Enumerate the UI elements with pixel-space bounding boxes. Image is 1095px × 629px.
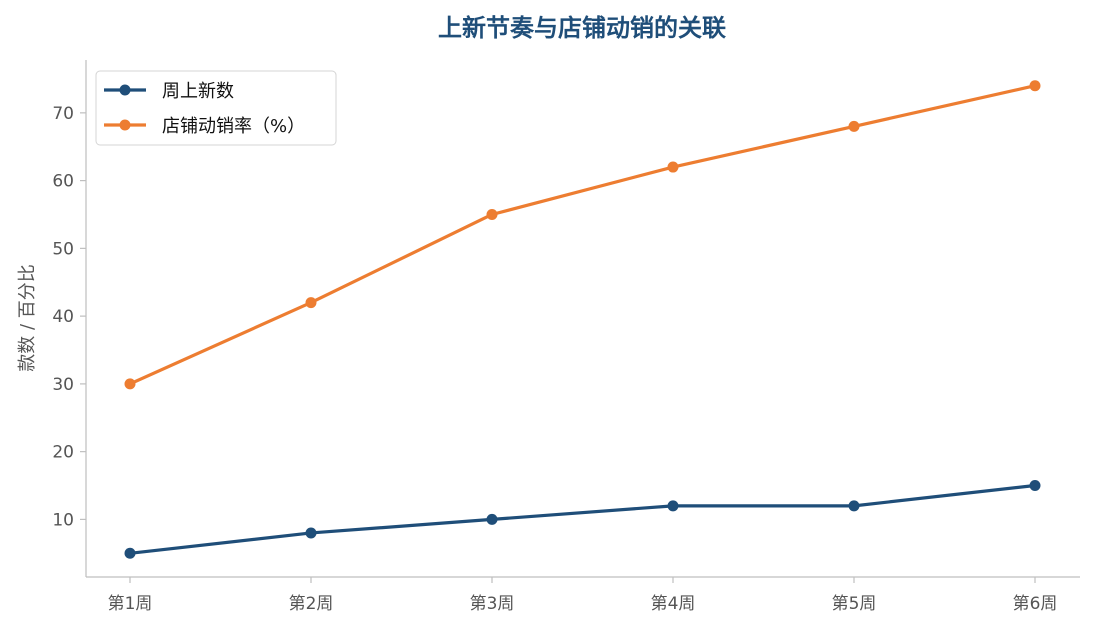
chart-title: 上新节奏与店铺动销的关联 (438, 14, 726, 42)
legend-swatch-marker (119, 84, 131, 96)
x-tick-label: 第6周 (1013, 594, 1058, 614)
data-point (848, 120, 860, 132)
y-tick-label: 30 (52, 375, 74, 395)
data-point (486, 208, 498, 220)
data-point (124, 378, 136, 390)
series-1 (124, 480, 1041, 559)
series-layer (124, 80, 1041, 559)
legend-box (95, 70, 337, 146)
x-tick-label: 第5周 (832, 594, 877, 614)
data-point (124, 547, 136, 559)
y-axis-label: 款数 / 百分比 (17, 264, 38, 372)
y-tick-label: 60 (52, 172, 74, 192)
y-tick-label: 10 (52, 510, 74, 530)
series-2 (124, 80, 1041, 390)
x-ticks: 第1周 第2周 第3周 第4周 第5周 第6周 (108, 577, 1058, 614)
legend-swatch-marker (119, 119, 131, 131)
x-tick-label: 第1周 (108, 594, 153, 614)
x-tick-label: 第4周 (651, 594, 696, 614)
data-point (1029, 480, 1041, 492)
data-point (305, 297, 317, 309)
data-point (486, 513, 498, 525)
legend-label: 周上新数 (162, 81, 234, 102)
x-tick-label: 第3周 (470, 594, 515, 614)
series-line (128, 84, 1037, 386)
y-ticks: 10 20 30 40 50 60 70 (52, 104, 86, 530)
data-point (848, 500, 860, 512)
y-tick-label: 40 (52, 307, 74, 327)
x-tick-label: 第2周 (289, 594, 334, 614)
legend-item: 店铺动销率（%） (104, 116, 305, 137)
y-tick-label: 20 (52, 443, 74, 463)
y-tick-label: 50 (52, 239, 74, 259)
data-point (667, 500, 679, 512)
legend-label: 店铺动销率（%） (162, 116, 305, 137)
data-point (667, 161, 679, 173)
data-point (1029, 80, 1041, 92)
legend-item: 周上新数 (104, 81, 234, 102)
y-tick-label: 70 (52, 104, 74, 124)
series-line (128, 483, 1037, 555)
data-point (305, 527, 317, 539)
